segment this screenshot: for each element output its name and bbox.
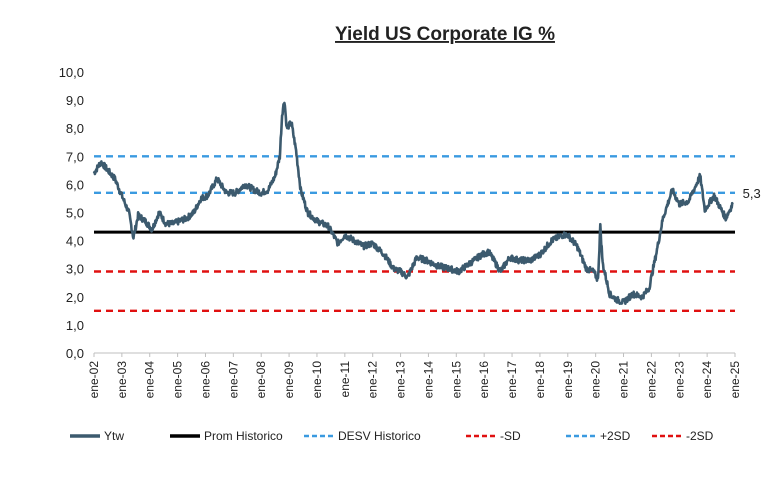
x-tick-label: ene-19	[561, 361, 575, 399]
x-tick-label: ene-03	[115, 361, 129, 399]
legend-label-2: DESV Historico	[338, 429, 421, 443]
x-tick-label: ene-07	[226, 361, 240, 399]
x-tick-label: ene-15	[449, 361, 463, 399]
reference-lines	[94, 155, 735, 313]
y-tick-label: 4,0	[66, 234, 84, 249]
legend-label-4: +2SD	[600, 429, 631, 443]
legend-label-0: Ytw	[104, 429, 124, 443]
x-tick-label: ene-08	[254, 361, 268, 399]
y-tick-label: 5,0	[66, 206, 84, 221]
x-tick-label: ene-06	[198, 361, 212, 399]
chart-title: Yield US Corporate IG %	[335, 24, 555, 45]
x-axis-ticks: ene-02 ene-03 ene-04 ene-05 ene-06 ene-07 ene-…	[87, 353, 742, 398]
legend-label-5: -2SD	[686, 429, 714, 443]
x-tick-label: ene-20	[589, 361, 603, 399]
x-tick-label: ene-22	[644, 361, 658, 399]
y-tick-label: 10,0	[59, 65, 84, 80]
x-tick-label: ene-10	[310, 361, 324, 399]
y-tick-label: 2,0	[66, 290, 84, 305]
series-ytw-line	[92, 101, 734, 305]
x-tick-label: ene-16	[477, 361, 491, 399]
x-tick-label: ene-05	[171, 361, 185, 399]
x-tick-label: ene-04	[143, 361, 157, 399]
y-tick-label: 8,0	[66, 121, 84, 136]
y-tick-label: 7,0	[66, 149, 84, 164]
x-tick-label: ene-25	[728, 361, 742, 399]
x-tick-label: ene-18	[533, 361, 547, 399]
x-tick-label: ene-17	[505, 361, 519, 399]
y-tick-label: 6,0	[66, 177, 84, 192]
x-tick-label: ene-02	[87, 361, 101, 399]
legend-label-1: Prom Historico	[204, 429, 283, 443]
x-tick-label: ene-21	[617, 361, 631, 399]
series-area	[92, 101, 734, 305]
x-tick-label: ene-09	[282, 361, 296, 399]
x-tick-label: ene-14	[421, 361, 435, 399]
y-tick-label: 0,0	[66, 346, 84, 361]
last-value-label: 5,3	[743, 186, 761, 201]
y-tick-label: 1,0	[66, 318, 84, 333]
legend: Ytw Prom Historico DESV Historico -SD +2SD -2…	[70, 429, 714, 443]
x-tick-label: ene-13	[394, 361, 408, 399]
y-tick-label: 3,0	[66, 262, 84, 277]
x-tick-label: ene-12	[366, 361, 380, 399]
x-tick-label: ene-11	[338, 361, 352, 398]
y-tick-label: 9,0	[66, 93, 84, 108]
x-tick-label: ene-23	[672, 361, 686, 399]
x-tick-label: ene-24	[700, 361, 714, 399]
y-axis-ticks: 0,0 1,0 2,0 3,0 4,0 5,0 6,0 7,0 8,0 9,0 10,0	[59, 65, 84, 361]
legend-label-3: -SD	[500, 429, 521, 443]
